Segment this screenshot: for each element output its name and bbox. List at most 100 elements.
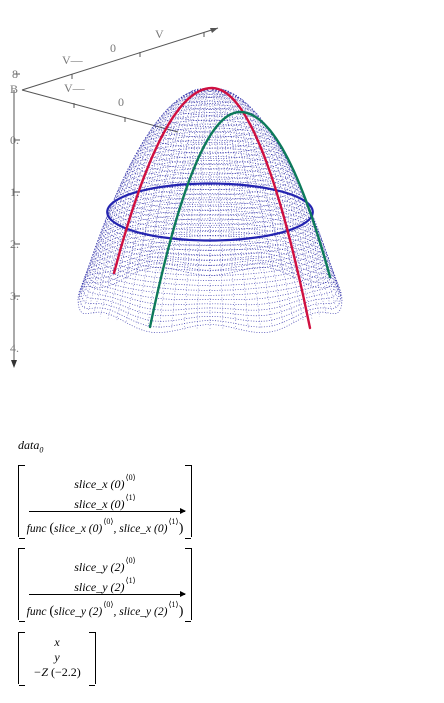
slice-curves (106, 86, 332, 330)
mesh-meridian (209, 87, 237, 271)
mesh-meridian (78, 87, 211, 303)
row-text: slice_x (0) (74, 477, 125, 491)
data-label-text: data (18, 438, 40, 452)
tick-label-z4: 4. (10, 341, 19, 355)
x-axis-line (21, 27, 219, 91)
mesh-ring (97, 214, 323, 266)
matrix-xyz[interactable]: x y −Z (−2.2) (18, 632, 96, 686)
mesh-ring (175, 93, 245, 110)
mesh-ring (129, 147, 291, 185)
open-paren: ( (49, 604, 54, 619)
mesh-meridian (93, 87, 211, 315)
mesh-meridian (93, 87, 211, 286)
mesh-ring (148, 119, 272, 149)
mesh-meridian (209, 87, 237, 330)
tick-label-top-far: V (155, 27, 164, 41)
mesh-ring (92, 227, 328, 281)
xyz-row-z: −Z (−2.2) (19, 665, 95, 680)
row-superscript: ⟨0⟩ (125, 473, 136, 482)
mesh-ring (112, 180, 308, 226)
mesh-meridian (196, 87, 211, 271)
row-superscript: ⟨1⟩ (125, 576, 136, 585)
mesh-meridian (209, 87, 333, 312)
xyz-row-y: y (54, 650, 60, 664)
level-ring-curve (106, 182, 314, 242)
func-name: func (26, 606, 47, 618)
surface-plot[interactable]: 0 V V— B 8 V— 0 0. 1. 2. 3. 4. (0, 0, 444, 400)
y-axis-line (21, 89, 179, 133)
mesh-ring (166, 100, 254, 122)
row-text: slice_x (0) (74, 497, 125, 511)
data-label: data0 (18, 438, 43, 454)
mesh-meridian (209, 87, 327, 286)
x-axis-arrow (210, 28, 218, 33)
mesh-ring (83, 252, 337, 311)
func-arg-2: , slice_x (0) (113, 523, 168, 535)
mesh-meridian (78, 87, 211, 298)
mesh-ring (88, 239, 332, 296)
tick-label-z1: 1. (10, 185, 19, 199)
tick-label-left-b: B (10, 82, 18, 96)
mesh-meridian (171, 87, 211, 329)
mesh-meridian (209, 87, 342, 303)
func-arg-2-sup: ⟨1⟩ (168, 600, 179, 609)
slice-y-row-0: slice_y (2)⟨0⟩ (19, 556, 191, 575)
tick-label-top-mid: V— (62, 53, 84, 67)
slice-x-row-1: slice_x (0)⟨1⟩ (19, 493, 191, 512)
mesh-meridian (83, 87, 211, 309)
mesh-meridian (126, 87, 211, 324)
open-paren: ( (49, 521, 54, 536)
close-paren: ) (178, 604, 184, 619)
mesh-meridian (196, 87, 211, 330)
mesh-meridian (136, 87, 211, 276)
row-superscript: ⟨0⟩ (125, 556, 136, 565)
z-axis-arrow (11, 360, 17, 368)
mesh-meridian (87, 87, 211, 289)
mesh-meridian (80, 87, 211, 306)
vector-arrow (29, 591, 186, 597)
mesh-meridian (209, 87, 340, 295)
mesh-ring (114, 176, 306, 221)
tick-label-top-zero: 0 (110, 41, 116, 55)
mesh-ring (77, 266, 343, 334)
tick-label-z3: 3. (10, 289, 19, 303)
mesh-meridian (209, 87, 224, 330)
mesh-ring (79, 263, 341, 328)
mesh-ring (101, 205, 319, 256)
tick-label-left-8: 8 (12, 67, 18, 81)
matrix-slice-x[interactable]: slice_x (0)⟨0⟩ slice_x (0)⟨1⟩ func (slic… (18, 465, 192, 539)
slice-x-curve (112, 86, 312, 330)
func-arg-1: slice_y (2) (54, 606, 103, 618)
mesh-meridian (77, 87, 211, 301)
mesh-meridian (209, 87, 294, 324)
close-paren: ) (178, 521, 184, 536)
mesh-meridian (209, 87, 224, 271)
slice-y-row-func: func (slice_y (2)⟨0⟩, slice_y (2)⟨1⟩) (19, 600, 191, 620)
mesh-ring (127, 151, 293, 191)
mesh-ring (134, 139, 286, 175)
mesh-ring (170, 97, 250, 116)
row-text: slice_y (2) (74, 580, 125, 594)
slice-x-row-func: func (slice_x (0)⟨0⟩, slice_x (0)⟨1⟩) (19, 517, 191, 537)
mesh-meridian (209, 87, 337, 309)
slice-y-row-1: slice_y (2)⟨1⟩ (19, 576, 191, 595)
plot-canvas[interactable]: 0 V V— B 8 V— 0 0. 1. 2. 3. 4. (0, 0, 444, 400)
vector-arrow (29, 508, 186, 514)
mesh-meridian (209, 87, 304, 322)
tick-label-z0: 0. (10, 133, 19, 147)
mesh-meridian (183, 87, 211, 330)
tick-label-mid-v: V— (64, 81, 86, 95)
func-arg-2-sup: ⟨1⟩ (168, 517, 179, 526)
row-text: slice_y (2) (74, 560, 125, 574)
matrix-slice-y[interactable]: slice_y (2)⟨0⟩ slice_y (2)⟨1⟩ func (slic… (18, 548, 192, 622)
mesh-meridian (209, 87, 249, 329)
tick-label-z2: 2. (10, 237, 19, 251)
mesh-meridian (116, 87, 211, 322)
tick-label-mid-zero: 0 (118, 95, 124, 109)
z-argument: (−2.2) (51, 665, 81, 679)
data-label-subscript: 0 (39, 445, 44, 455)
z-prefix: −Z (33, 665, 48, 679)
func-arg-1-sup: ⟨0⟩ (103, 600, 114, 609)
mesh-meridian (159, 87, 211, 273)
mesh-ring (85, 248, 335, 306)
